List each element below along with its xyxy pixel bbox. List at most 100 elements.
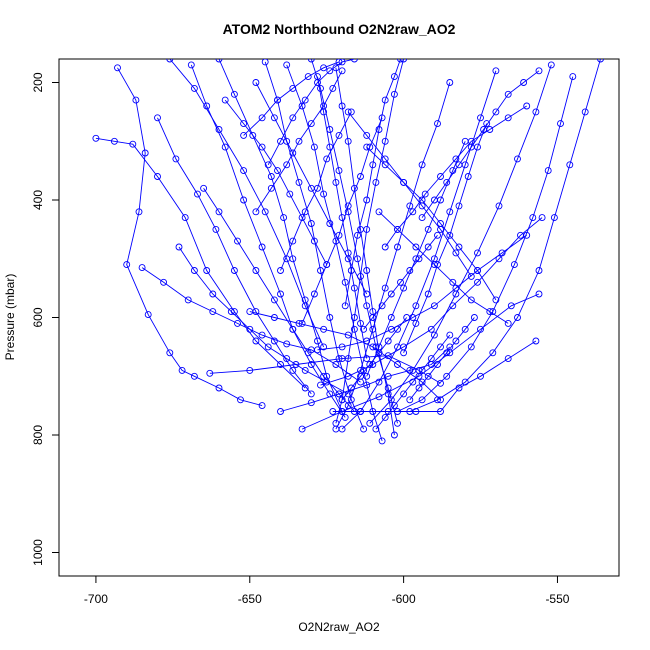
data-point — [357, 173, 364, 180]
data-point — [209, 290, 217, 298]
data-point — [378, 302, 386, 310]
profile-series — [221, 96, 331, 269]
data-point — [455, 202, 463, 210]
data-point — [517, 231, 524, 239]
data-point — [366, 419, 374, 427]
data-point — [267, 184, 275, 192]
data-point — [320, 372, 328, 380]
data-point — [434, 361, 441, 368]
data-point — [495, 255, 503, 263]
data-point — [430, 302, 438, 310]
profile-series — [240, 59, 343, 139]
data-point — [372, 178, 380, 186]
data-point — [114, 64, 121, 72]
data-point — [283, 161, 291, 169]
data-point — [424, 225, 432, 233]
data-point — [412, 319, 420, 327]
data-point — [298, 319, 306, 327]
profile-series — [175, 243, 352, 398]
data-point — [277, 267, 284, 274]
data-point — [504, 114, 512, 122]
data-point — [437, 396, 444, 404]
series-line — [141, 267, 361, 383]
data-point — [384, 408, 392, 415]
data-point — [520, 79, 528, 86]
data-point — [384, 372, 392, 380]
y-tick-label: 1000 — [31, 539, 45, 566]
data-point — [514, 155, 521, 163]
data-point — [246, 325, 254, 333]
data-point — [240, 120, 248, 128]
data-point — [289, 325, 297, 333]
data-point — [363, 143, 371, 151]
data-point — [467, 296, 475, 304]
data-point — [443, 372, 451, 380]
data-point — [384, 337, 392, 345]
data-point — [507, 302, 515, 310]
data-point — [184, 296, 192, 304]
profile-series — [394, 73, 577, 415]
data-point — [264, 343, 272, 351]
chart-title: ATOM2 Northbound O2N2raw_AO2 — [223, 21, 456, 37]
data-point — [338, 355, 346, 363]
data-point — [252, 79, 260, 86]
data-point — [261, 208, 269, 216]
data-point — [394, 243, 401, 251]
data-point — [504, 90, 512, 98]
data-point — [246, 366, 254, 374]
series-line — [421, 70, 540, 218]
data-point — [390, 73, 398, 81]
data-point — [495, 202, 503, 210]
data-point — [295, 178, 303, 186]
data-point — [363, 381, 371, 389]
data-point — [277, 290, 284, 298]
data-point — [175, 243, 183, 251]
data-point — [477, 114, 484, 122]
data-point — [317, 381, 324, 389]
data-point — [258, 143, 266, 151]
data-point — [418, 161, 426, 169]
data-point — [535, 67, 543, 75]
data-point — [394, 419, 401, 427]
data-point — [320, 343, 328, 351]
data-point — [477, 325, 484, 333]
data-point — [289, 237, 297, 245]
data-point — [394, 225, 401, 233]
data-point — [474, 143, 481, 151]
data-point — [237, 396, 244, 404]
data-point — [557, 120, 564, 128]
data-point — [323, 261, 331, 269]
data-point — [344, 108, 352, 116]
data-point — [449, 278, 457, 286]
series-line — [347, 111, 472, 277]
series-line — [178, 246, 349, 395]
data-point — [415, 372, 423, 380]
data-point — [354, 255, 361, 263]
data-point — [387, 290, 395, 298]
data-point — [289, 366, 297, 374]
data-point — [446, 231, 454, 239]
data-point — [357, 408, 364, 415]
data-point — [492, 296, 500, 304]
profile-series — [406, 314, 478, 404]
data-point — [467, 272, 475, 280]
data-point — [421, 190, 429, 198]
plot-frame — [58, 58, 620, 577]
data-point — [597, 59, 604, 63]
data-point — [369, 161, 377, 169]
data-point — [258, 243, 266, 251]
data-point — [154, 114, 161, 122]
data-point — [504, 319, 512, 327]
series-line — [409, 317, 475, 401]
data-point — [234, 237, 241, 245]
data-point — [514, 314, 521, 321]
data-point — [286, 190, 294, 198]
data-point — [455, 161, 463, 169]
data-point — [510, 261, 518, 269]
data-point — [390, 90, 398, 98]
series-line — [190, 64, 346, 418]
data-point — [452, 155, 460, 163]
data-point — [366, 361, 374, 368]
data-point — [363, 196, 371, 204]
series-line — [224, 99, 328, 265]
